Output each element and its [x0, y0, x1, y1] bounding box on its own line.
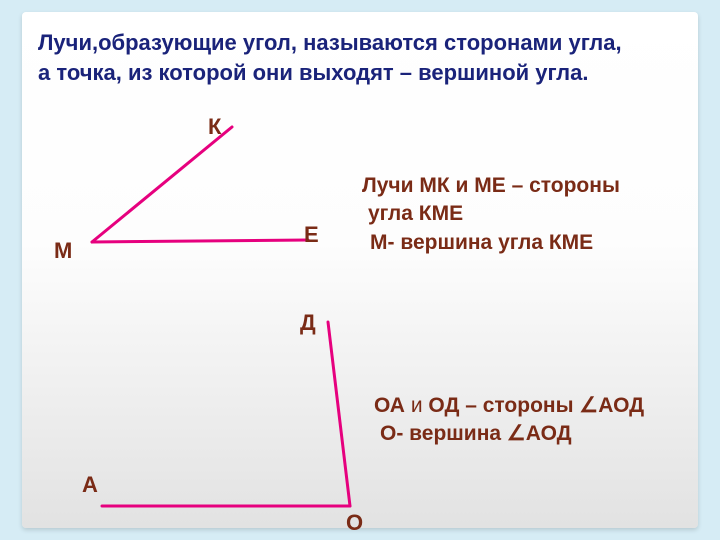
caption-kme-l1: Лучи МК и МЕ – стороны [362, 172, 620, 200]
label-o: О [346, 510, 363, 536]
label-a: А [82, 472, 98, 498]
caption-aod-l1-pre: ОА [374, 394, 411, 417]
label-e: Е [304, 222, 319, 248]
caption-aod-l1: ОА и ОД – стороны ∠АОД [374, 392, 644, 420]
caption-kme: Лучи МК и МЕ – стороны угла КМЕ М- верши… [362, 172, 620, 257]
caption-aod-l1-post: ОД – стороны ∠АОД [423, 394, 645, 417]
content-card: Лучи,образующие угол, называются сторона… [22, 12, 698, 528]
label-d: Д [300, 310, 316, 336]
caption-aod-l2: О- вершина ∠АОД [374, 420, 644, 448]
caption-aod: ОА и ОД – стороны ∠АОД О- вершина ∠АОД [374, 392, 644, 449]
caption-kme-l2: угла КМЕ [362, 200, 620, 228]
caption-kme-l3: М- вершина угла КМЕ [362, 229, 620, 257]
label-k: К [208, 114, 221, 140]
angle-kme-svg [22, 12, 698, 528]
caption-aod-l1-mid: и [411, 394, 423, 417]
label-m: М [54, 238, 72, 264]
